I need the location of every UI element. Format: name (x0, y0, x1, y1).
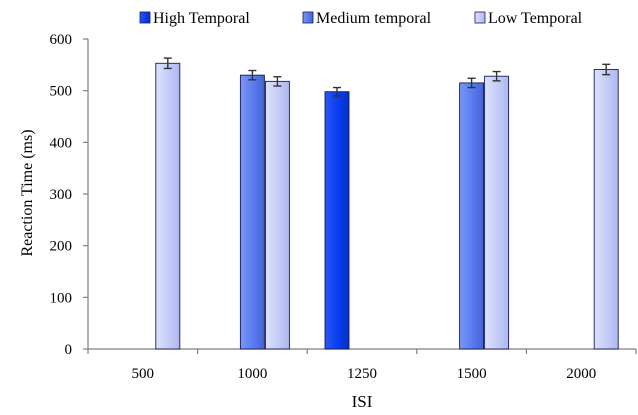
x-axis-label: ISI (352, 392, 373, 411)
error-bar-low-temporal-500 (163, 57, 172, 70)
error-bar-medium-temporal-1000 (248, 69, 257, 81)
x-tick-label: 1000 (237, 366, 267, 382)
bar-medium-temporal-1500 (459, 82, 485, 350)
error-bar-high-temporal-1250 (333, 86, 341, 97)
bar-low-temporal-1500 (484, 75, 510, 350)
bar-low-temporal-1000 (264, 80, 290, 350)
legend-label-low-temporal: Low Temporal (488, 10, 583, 27)
bar-high-temporal-1250 (324, 91, 350, 350)
bar-medium-temporal-1000 (239, 74, 265, 350)
error-bars (163, 57, 611, 97)
error-bar-low-temporal-1000 (273, 76, 282, 87)
x-tick-label: 1250 (347, 366, 377, 382)
bars (155, 62, 619, 350)
y-tick-label: 300 (50, 187, 73, 203)
y-axis: 0 100 200 300 400 500 600 (50, 32, 89, 358)
y-tick-label: 0 (65, 342, 73, 358)
legend-swatch-low-temporal (474, 11, 486, 24)
error-bar-low-temporal-2000 (602, 63, 611, 76)
bar-low-temporal-2000 (593, 69, 619, 350)
legend-swatch-high-temporal (139, 11, 151, 24)
y-tick-label: 400 (50, 135, 73, 151)
bar-low-temporal-500 (155, 62, 181, 350)
x-tick-label: 1500 (457, 366, 487, 382)
y-tick-label: 100 (50, 290, 73, 306)
legend-label-medium-temporal: Medium temporal (316, 10, 432, 27)
x-tick-label: 500 (132, 366, 155, 382)
error-bar-low-temporal-1500 (492, 70, 501, 82)
error-bar-medium-temporal-1500 (467, 77, 476, 89)
y-axis-label: Reaction Time (ms) (19, 129, 36, 256)
y-tick-label: 500 (50, 84, 73, 100)
x-axis: 500 1000 1250 1500 2000 (87, 348, 637, 382)
y-tick-label: 200 (50, 239, 73, 255)
legend-label-high-temporal: High Temporal (153, 10, 250, 27)
y-tick-label: 600 (50, 32, 73, 48)
x-tick-label: 2000 (566, 366, 596, 382)
legend-swatch-medium-temporal (302, 11, 314, 24)
legend: High Temporal Medium temporal Low Tempor… (139, 10, 583, 27)
